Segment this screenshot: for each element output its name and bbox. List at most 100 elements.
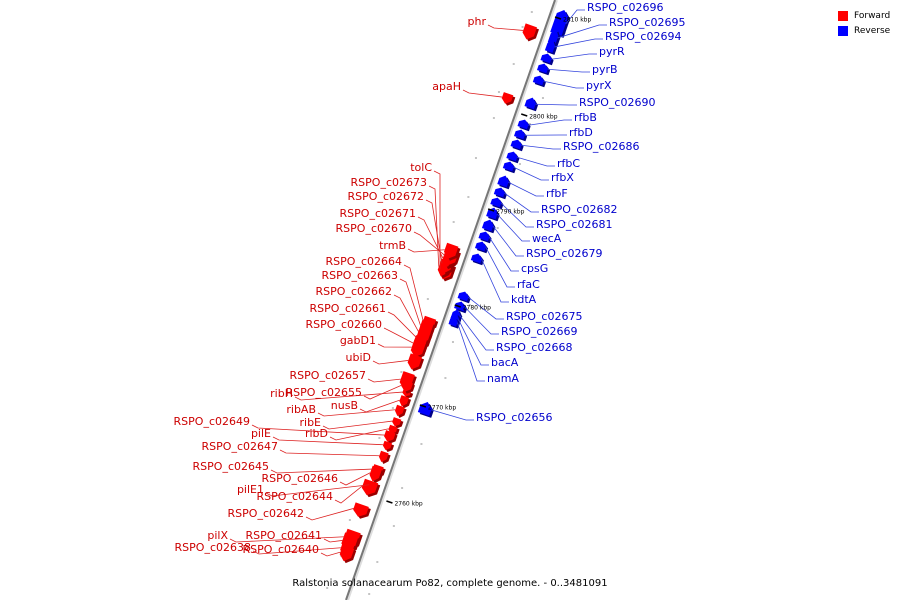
forward-gene-label: pilX	[207, 529, 228, 542]
forward-gene-arrow	[401, 380, 413, 392]
forward-gene-label: RSPO_c02672	[348, 190, 424, 203]
forward-leader-line	[320, 551, 341, 557]
reverse-gene-label: rfbD	[569, 126, 593, 139]
forward-gene-label: RSPO_c02660	[306, 318, 382, 331]
forward-gene-arrow	[394, 404, 405, 417]
forward-leader-line	[399, 278, 421, 326]
forward-leader-line	[462, 89, 503, 98]
reverse-gene-arrow	[470, 253, 482, 264]
reverse-leader-line	[459, 315, 494, 351]
reverse-leader-line	[468, 296, 504, 320]
legend-reverse-label: Reverse	[854, 25, 891, 36]
reverse-leader-line	[504, 192, 539, 213]
forward-leader-line	[403, 264, 424, 321]
forward-gene-label: RSPO_c02673	[351, 176, 427, 189]
tick-mark	[386, 500, 393, 504]
forward-leader-line	[265, 484, 370, 497]
forward-leader-line	[339, 472, 371, 486]
tick-label: 2810 kbp	[563, 17, 591, 24]
forward-gene-label: RSPO_c02670	[336, 222, 412, 235]
legend: Forward Reverse	[838, 8, 890, 38]
forward-leader-line	[317, 409, 396, 417]
reverse-gene-label: bacA	[491, 356, 519, 369]
forward-gene-label: RSPO_c02638	[175, 541, 251, 554]
forward-gene-arrow	[444, 242, 459, 259]
forward-gene-arrow	[369, 465, 383, 482]
forward-gene-label: RSPO_c02663	[322, 269, 398, 282]
tick-label: 2800 kbp	[529, 114, 557, 121]
reverse-gene-arrow	[517, 119, 529, 130]
forward-leader-line	[272, 436, 384, 446]
forward-gene-arrow	[392, 417, 402, 427]
reverse-gene-arrow	[550, 9, 569, 36]
forward-gene-arrow	[382, 440, 393, 451]
forward-gene-label: RSPO_c02662	[316, 285, 392, 298]
reverse-gene-arrow	[457, 291, 469, 302]
tick-label: 2790 kbp	[496, 209, 524, 216]
forward-gene-label: RSPO_c02646	[262, 472, 338, 485]
forward-gene-label: RSPO_c02640	[243, 543, 319, 556]
forward-gene-label: phr	[468, 15, 487, 28]
forward-gene-label: gabD1	[340, 334, 376, 347]
forward-gene-label: RSPO_c02647	[202, 440, 278, 453]
forward-leader-line	[372, 360, 409, 365]
reverse-gene-arrow	[486, 207, 498, 220]
reverse-leader-line	[508, 181, 544, 197]
forward-gene-label: RSPO_c02657	[290, 369, 366, 382]
reverse-leader-line	[513, 166, 549, 181]
forward-gene-label: RSPO_c02655	[286, 386, 362, 399]
forward-gene-label: RSPO_c02642	[228, 507, 304, 520]
reverse-gene-label: pyrR	[599, 45, 625, 58]
reverse-leader-line	[431, 409, 474, 421]
forward-gene-label: RSPO_c02644	[257, 490, 333, 503]
forward-leader-line	[334, 485, 363, 504]
reverse-gene-label: RSPO_c02681	[536, 218, 612, 231]
reverse-leader-line	[492, 226, 524, 257]
forward-leader-line	[329, 428, 389, 441]
reverse-gene-label: pyrB	[592, 63, 618, 76]
forward-leader-line	[363, 384, 402, 400]
reverse-gene-arrow	[510, 139, 522, 150]
reverse-leader-line	[464, 306, 499, 335]
reverse-gene-label: RSPO_c02669	[501, 325, 577, 338]
forward-leader-line	[433, 170, 441, 270]
tick-mark	[487, 208, 495, 212]
forward-gene-label: RSPO_c02645	[193, 460, 269, 473]
reverse-gene-label: pyrX	[586, 79, 612, 92]
tick-mark	[521, 113, 528, 117]
reverse-gene-arrow	[493, 187, 505, 198]
forward-leader-line	[383, 327, 414, 344]
forward-leader-line	[251, 424, 385, 436]
tick-mark	[454, 304, 461, 308]
forward-gene-arrow	[353, 502, 369, 517]
legend-reverse: Reverse	[838, 23, 890, 38]
reverse-gene-label: RSPO_c02695	[609, 16, 685, 29]
reverse-leader-line	[481, 259, 509, 303]
forward-leader-line	[487, 24, 524, 31]
reverse-gene-label: wecA	[532, 232, 562, 245]
forward-leader-line	[417, 216, 444, 259]
reverse-gene-label: RSPO_c02686	[563, 140, 639, 153]
reverse-gene-arrow	[497, 175, 509, 188]
forward-gene-label: apaH	[432, 80, 461, 93]
forward-gene-arrow	[501, 92, 514, 104]
forward-swatch	[838, 10, 848, 21]
reverse-gene-label: RSPO_c02679	[526, 247, 602, 260]
reverse-gene-arrow	[490, 197, 502, 208]
legend-forward-label: Forward	[854, 10, 891, 21]
reverse-gene-arrow	[536, 63, 549, 74]
forward-leader-line	[229, 536, 345, 543]
reverse-gene-arrow	[540, 53, 552, 64]
reverse-leader-line	[485, 247, 515, 288]
forward-gene-arrow	[407, 353, 423, 370]
reverse-gene-label: namA	[487, 372, 519, 385]
reverse-gene-arrow	[481, 219, 494, 232]
reverse-gene-arrow	[547, 29, 559, 45]
reverse-gene-arrow	[474, 241, 487, 252]
forward-gene-label: pilE	[251, 427, 271, 440]
forward-gene-label: ribE	[299, 416, 321, 429]
forward-leader-line	[393, 294, 419, 332]
reverse-gene-label: rfbC	[557, 157, 580, 170]
reverse-leader-line	[458, 319, 489, 366]
